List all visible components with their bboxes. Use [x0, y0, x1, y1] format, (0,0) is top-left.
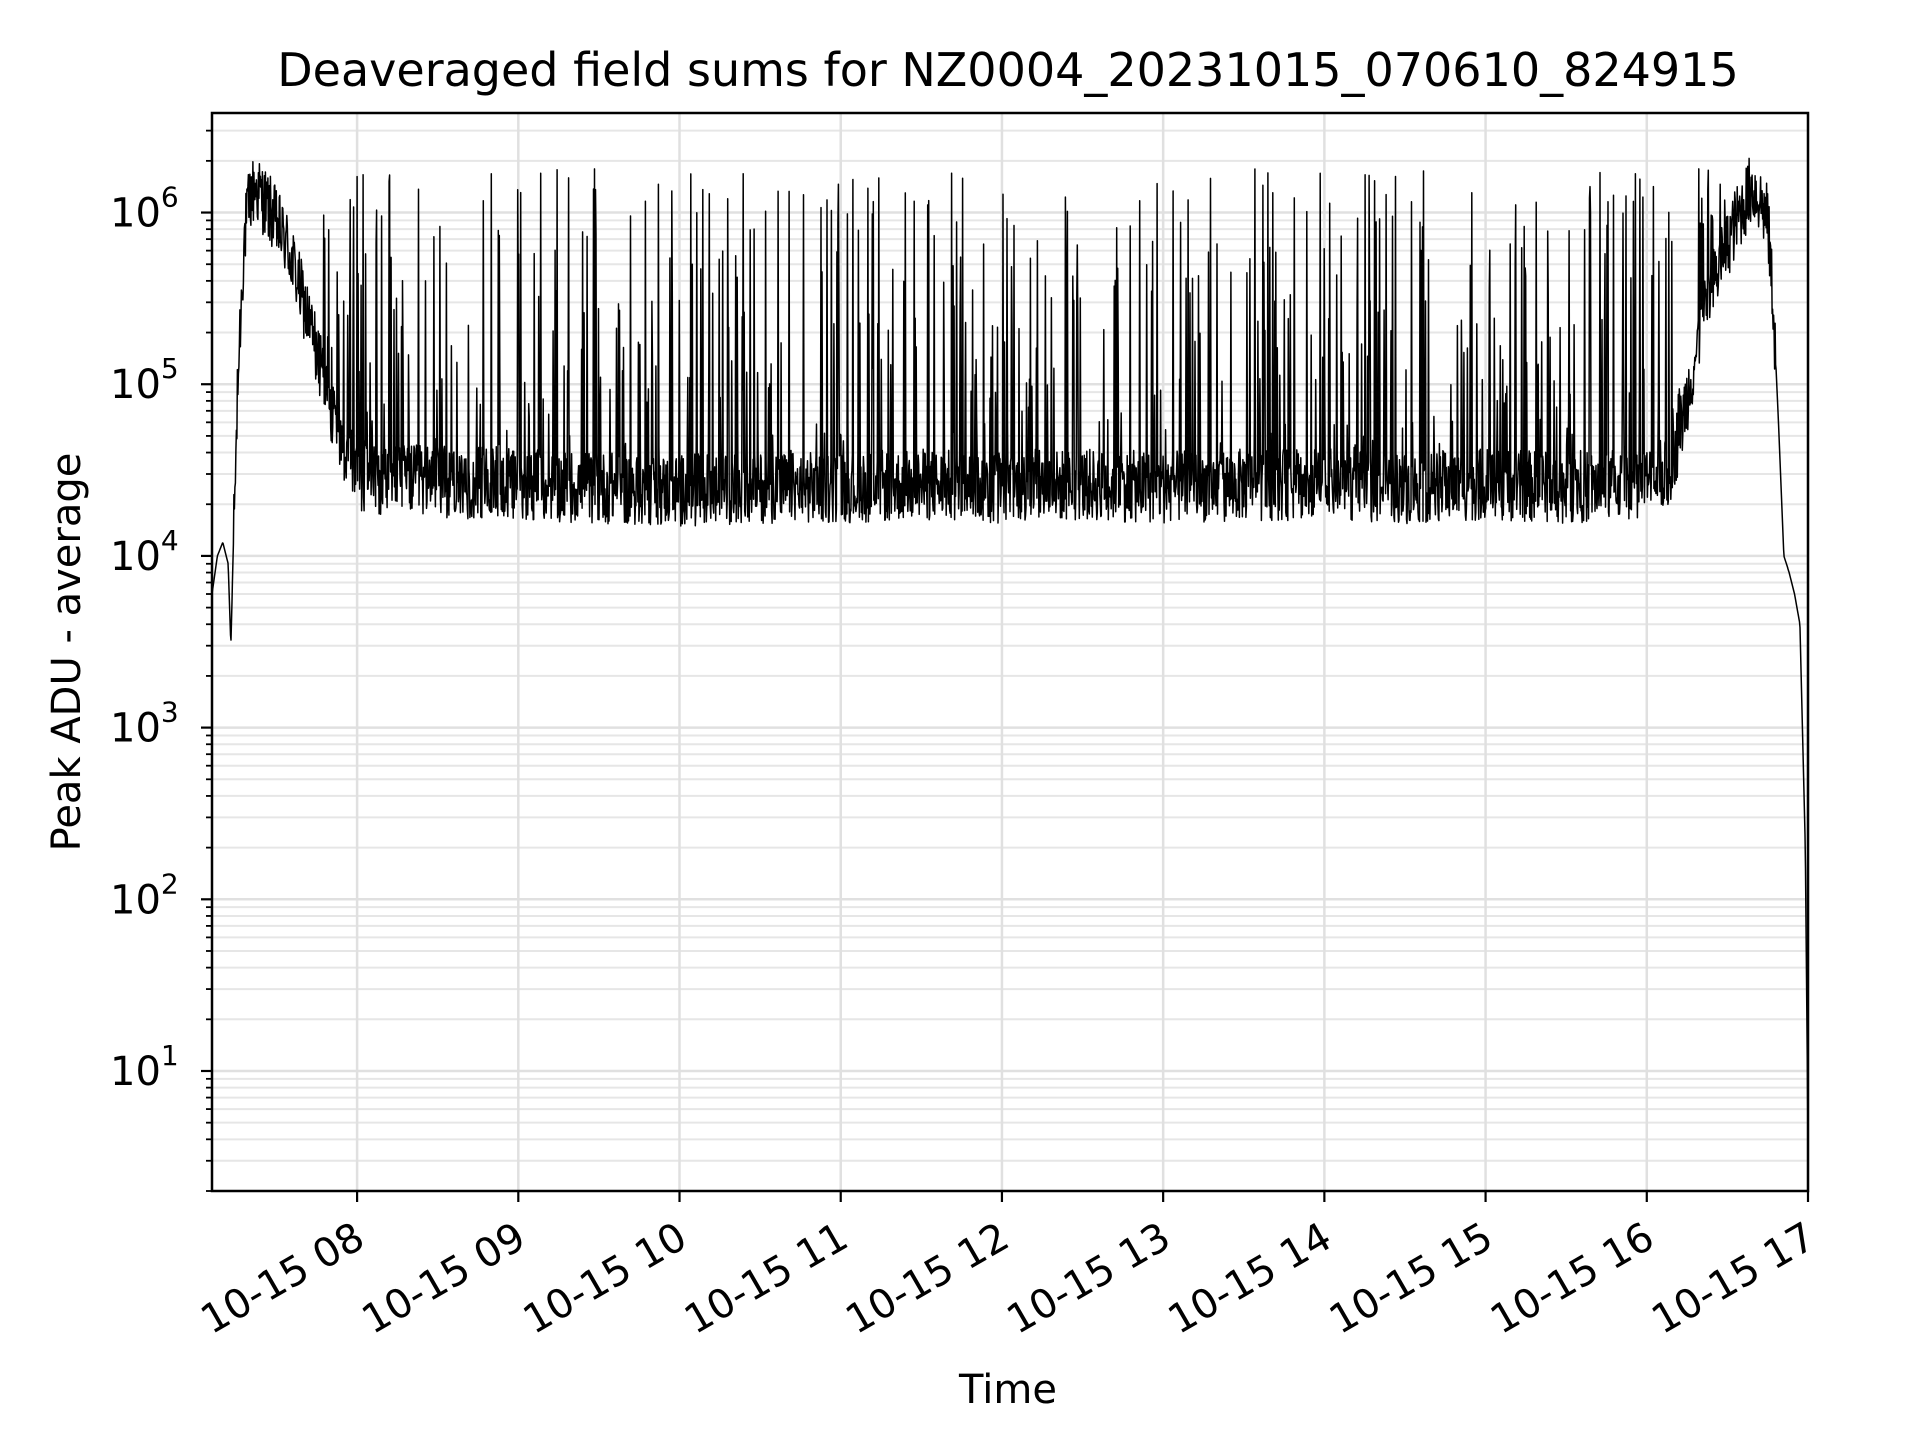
y-axis-label: Peak ADU - average: [44, 453, 90, 852]
y-tick-label: 102: [110, 867, 179, 923]
y-tick-label: 101: [110, 1039, 179, 1095]
y-axis: 101 102 103 104 105 106: [110, 129, 212, 1192]
plot-area-frame: [210, 111, 1810, 1193]
series-line: [211, 157, 1809, 1140]
y-tick-label: 105: [110, 352, 179, 408]
y-tick-label: 104: [110, 524, 179, 580]
y-tick-label: 106: [110, 181, 179, 237]
series-group: [211, 157, 1809, 1140]
x-axis-label: Time: [958, 1367, 1057, 1413]
y-tick-label: 103: [110, 696, 179, 752]
chart-title: Deaveraged field sums for NZ0004_2023101…: [277, 43, 1738, 97]
